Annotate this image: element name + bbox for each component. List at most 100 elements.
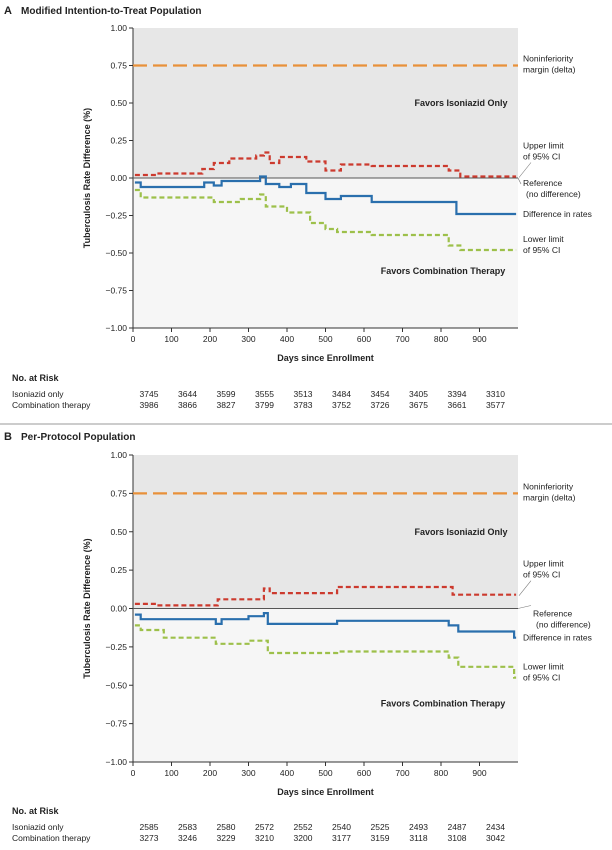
reference-label-line-2: (no difference) — [526, 189, 581, 199]
risk-cell: 2552 — [294, 822, 313, 832]
y-tick-label: −0.25 — [105, 211, 127, 221]
x-tick-label: 500 — [318, 334, 332, 344]
risk-cell: 3310 — [486, 389, 505, 399]
y-tick-label: 0.00 — [110, 604, 127, 614]
y-tick-label: 0.75 — [110, 488, 127, 498]
lower-limit-label-line-2: of 95% CI — [523, 245, 560, 255]
lower-limit-label-line-1: Lower limit — [523, 234, 564, 244]
upper-limit-leader — [518, 162, 532, 178]
x-tick-label: 0 — [131, 334, 136, 344]
lower-limit-label-line-2: of 95% CI — [523, 673, 560, 683]
y-tick-label: −0.50 — [105, 680, 127, 690]
lower-limit-of-95-ci-line — [134, 188, 517, 252]
x-tick-label: 400 — [280, 334, 294, 344]
reference-label-line-1: Reference — [533, 609, 572, 619]
risk-cell: 2493 — [409, 822, 428, 832]
y-axis-label: Tuberculosis Rate Difference (%) — [82, 108, 92, 248]
difference-in-rates-label: Difference in rates — [523, 633, 592, 643]
x-tick-label: 100 — [164, 334, 178, 344]
risk-cell: 3577 — [486, 400, 505, 410]
lower-limit-of-95-ci-line — [134, 624, 517, 679]
x-tick-label: 300 — [241, 768, 255, 778]
x-tick-label: 700 — [395, 768, 409, 778]
x-tick-label: 700 — [395, 334, 409, 344]
risk-cell: 3661 — [448, 400, 467, 410]
risk-row-label: Isoniazid only — [12, 389, 64, 399]
x-tick-label: 600 — [357, 334, 371, 344]
risk-cell: 3159 — [371, 833, 390, 843]
panel-b: B Per-Protocol Population 1.00 0.75 0.50 0.25… — [4, 431, 592, 843]
risk-cell: 2434 — [486, 822, 505, 832]
panel-letter: B — [4, 431, 12, 443]
upper-limit-label-line-1: Upper limit — [523, 141, 564, 151]
favors-combination-label: Favors Combination Therapy — [381, 699, 506, 709]
risk-cell: 3210 — [255, 833, 274, 843]
risk-cell: 3752 — [332, 400, 351, 410]
risk-cell: 2525 — [371, 822, 390, 832]
y-tick-label: 1.00 — [110, 23, 127, 33]
risk-cell: 3118 — [409, 833, 428, 843]
upper-limit-label-line-2: of 95% CI — [523, 152, 560, 162]
lower-region-shading — [133, 608, 518, 762]
x-tick-label: 600 — [357, 768, 371, 778]
upper-limit-of-95-ci-line — [134, 585, 517, 607]
upper-region-shading — [133, 455, 518, 609]
y-tick-label: −0.75 — [105, 286, 127, 296]
upper-limit-label-line-1: Upper limit — [523, 559, 564, 569]
reference-leader — [517, 177, 522, 185]
upper-limit-of-95-ci-line — [134, 151, 517, 178]
risk-cell: 2487 — [448, 822, 467, 832]
reference-label-line-2: (no difference) — [536, 620, 591, 630]
risk-cell: 3394 — [448, 389, 467, 399]
risk-cell: 3783 — [294, 400, 313, 410]
risk-cell: 3454 — [371, 389, 390, 399]
y-tick-label: −0.75 — [105, 719, 127, 729]
risk-table-header: No. at Risk — [12, 373, 60, 383]
y-tick-label: 0.25 — [110, 136, 127, 146]
risk-cell: 3827 — [217, 400, 236, 410]
y-tick-label: −1.00 — [105, 323, 127, 333]
y-tick-label: 0.25 — [110, 565, 127, 575]
favors-combination-label: Favors Combination Therapy — [381, 266, 506, 276]
y-tick-label: −0.25 — [105, 642, 127, 652]
x-tick-label: 200 — [203, 768, 217, 778]
y-tick-label: −0.50 — [105, 248, 127, 258]
x-axis-label: Days since Enrollment — [277, 787, 374, 797]
reference-leader — [517, 605, 532, 609]
risk-cell: 3273 — [140, 833, 159, 843]
noninferiority-label-line-2: margin (delta) — [523, 65, 576, 75]
upper-limit-leader — [518, 580, 532, 596]
x-axis-label: Days since Enrollment — [277, 353, 374, 363]
risk-cell: 2583 — [178, 822, 197, 832]
difference-in-rates-line — [134, 612, 517, 639]
upper-region-shading — [133, 28, 518, 178]
reference-label-line-1: Reference — [523, 178, 562, 188]
y-tick-label: 1.00 — [110, 450, 127, 460]
y-tick-label: −1.00 — [105, 757, 127, 767]
risk-cell: 2585 — [140, 822, 159, 832]
x-tick-label: 800 — [434, 334, 448, 344]
y-tick-label: 0.75 — [110, 61, 127, 71]
risk-cell: 3799 — [255, 400, 274, 410]
difference-in-rates-label: Difference in rates — [523, 209, 592, 219]
x-tick-label: 300 — [241, 334, 255, 344]
risk-row-label: Combination therapy — [12, 833, 91, 843]
y-axis-label: Tuberculosis Rate Difference (%) — [82, 538, 92, 678]
x-tick-label: 500 — [318, 768, 332, 778]
risk-cell: 3675 — [409, 400, 428, 410]
risk-cell: 3555 — [255, 389, 274, 399]
risk-cell: 3726 — [371, 400, 390, 410]
x-tick-label: 0 — [131, 768, 136, 778]
x-tick-label: 100 — [164, 768, 178, 778]
risk-cell: 3200 — [294, 833, 313, 843]
x-tick-label: 400 — [280, 768, 294, 778]
risk-row-label: Isoniazid only — [12, 822, 64, 832]
upper-limit-label-line-2: of 95% CI — [523, 570, 560, 580]
panel-title: Modified Intention-to-Treat Population — [21, 6, 202, 17]
risk-cell: 3745 — [140, 389, 159, 399]
risk-cell: 3599 — [217, 389, 236, 399]
panel-letter: A — [4, 5, 12, 17]
x-tick-label: 900 — [472, 768, 486, 778]
risk-cell: 3986 — [140, 400, 159, 410]
risk-cell: 3405 — [409, 389, 428, 399]
